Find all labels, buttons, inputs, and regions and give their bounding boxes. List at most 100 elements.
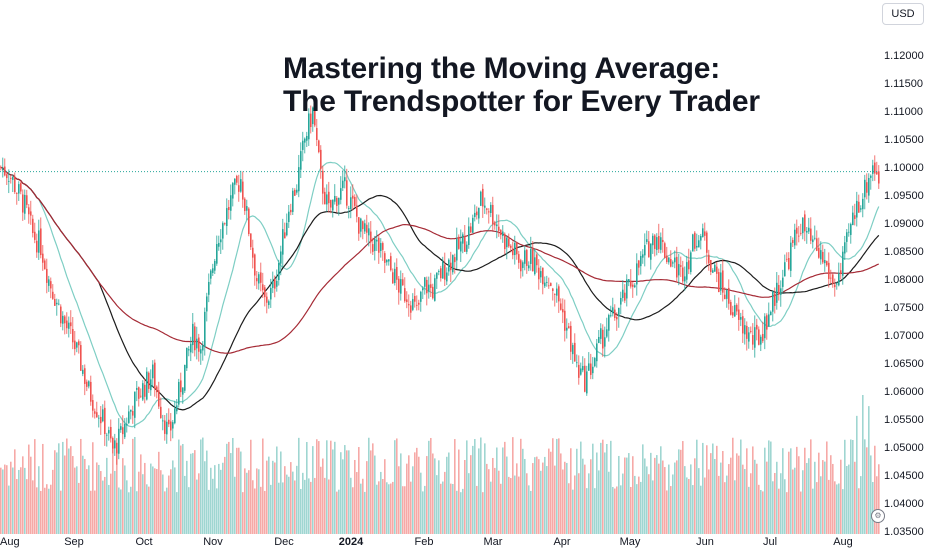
volume-bar (748, 486, 750, 534)
volume-bar (566, 462, 568, 534)
volume-bar (8, 485, 10, 534)
candle-body (834, 284, 836, 288)
volume-bar (610, 440, 612, 534)
candle-body (46, 268, 48, 283)
volume-bar (62, 441, 64, 534)
volume-bar (284, 466, 286, 534)
volume-bar (362, 478, 364, 534)
volume-bar (684, 466, 686, 534)
volume-bar (718, 475, 720, 534)
candle-body (554, 294, 556, 295)
candle-body (82, 369, 84, 374)
volume-bar (708, 469, 710, 534)
candle-body (710, 260, 712, 272)
candle-body (52, 291, 54, 299)
volume-bar (96, 462, 98, 534)
chart-settings-icon[interactable]: ⚙ (871, 509, 885, 523)
candle-body (328, 191, 330, 204)
candle-body (136, 388, 138, 390)
candle-body (286, 222, 288, 236)
candle-body (558, 286, 560, 302)
candle-body (208, 281, 210, 295)
volume-bar (722, 451, 724, 534)
candle-body (126, 424, 128, 426)
volume-bar (266, 460, 268, 534)
candle-body (26, 195, 28, 205)
candle-body (320, 149, 322, 170)
volume-bar (814, 461, 816, 534)
volume-bar (612, 486, 614, 534)
candle-body (556, 288, 558, 296)
volume-bar (106, 457, 108, 534)
candle-body (168, 419, 170, 425)
volume-bar (624, 457, 626, 534)
volume-bar (28, 444, 30, 534)
candle-body (840, 270, 842, 274)
volume-bar (594, 488, 596, 534)
candle-body (318, 140, 320, 153)
candle-body (714, 264, 716, 272)
candle-body (338, 197, 340, 205)
volume-bar (20, 467, 22, 534)
currency-selector-button[interactable]: USD (882, 3, 924, 25)
volume-bar (228, 441, 230, 534)
candle-body (690, 252, 692, 272)
candle-body (500, 230, 502, 236)
candle-body (70, 322, 72, 327)
volume-bar (678, 449, 680, 534)
volume-bar (834, 481, 836, 534)
candle-body (236, 175, 238, 183)
volume-bar (276, 446, 278, 534)
volume-bar (72, 456, 74, 534)
candle-body (396, 267, 398, 280)
candle-body (696, 245, 698, 248)
volume-bar (700, 485, 702, 534)
candle-body (364, 223, 366, 232)
volume-bar (422, 491, 424, 534)
volume-bar (518, 476, 520, 534)
candle-body (584, 365, 586, 392)
candle-body (782, 277, 784, 287)
volume-bar (170, 469, 172, 534)
volume-bar (342, 459, 344, 534)
candle-body (848, 231, 850, 233)
candle-body (176, 405, 178, 412)
candle-body (614, 309, 616, 319)
candle-body (760, 336, 762, 345)
volume-bar (530, 490, 532, 534)
candle-body (86, 381, 88, 387)
volume-bar (118, 487, 120, 534)
candle-body (824, 259, 826, 264)
candle-body (234, 178, 236, 185)
y-axis-tick-label: 1.08500 (884, 246, 924, 258)
candle-body (546, 282, 548, 283)
volume-bar (122, 458, 124, 534)
x-axis-tick-label: May (620, 536, 641, 548)
volume-bar (506, 456, 508, 534)
volume-bar (614, 488, 616, 534)
volume-bar (102, 480, 104, 534)
volume-bar (132, 438, 134, 534)
candle-body (870, 175, 872, 178)
volume-bar (782, 448, 784, 534)
candle-body (316, 128, 318, 140)
volume-bar (374, 455, 376, 534)
candle-body (370, 231, 372, 243)
volume-bar (100, 471, 102, 534)
candle-body (32, 218, 34, 234)
volume-bar (804, 447, 806, 534)
candle-body (478, 207, 480, 219)
candle-body (372, 244, 374, 252)
volume-bar (528, 485, 530, 534)
volume-bar (720, 462, 722, 534)
volume-bar (850, 439, 852, 534)
volume-bar (368, 437, 370, 534)
volume-bar (568, 483, 570, 534)
volume-bar (124, 465, 126, 534)
volume-bar (452, 483, 454, 534)
volume-bar (156, 468, 158, 534)
candle-body (620, 297, 622, 305)
volume-bar (674, 462, 676, 534)
volume-bar (332, 449, 334, 534)
